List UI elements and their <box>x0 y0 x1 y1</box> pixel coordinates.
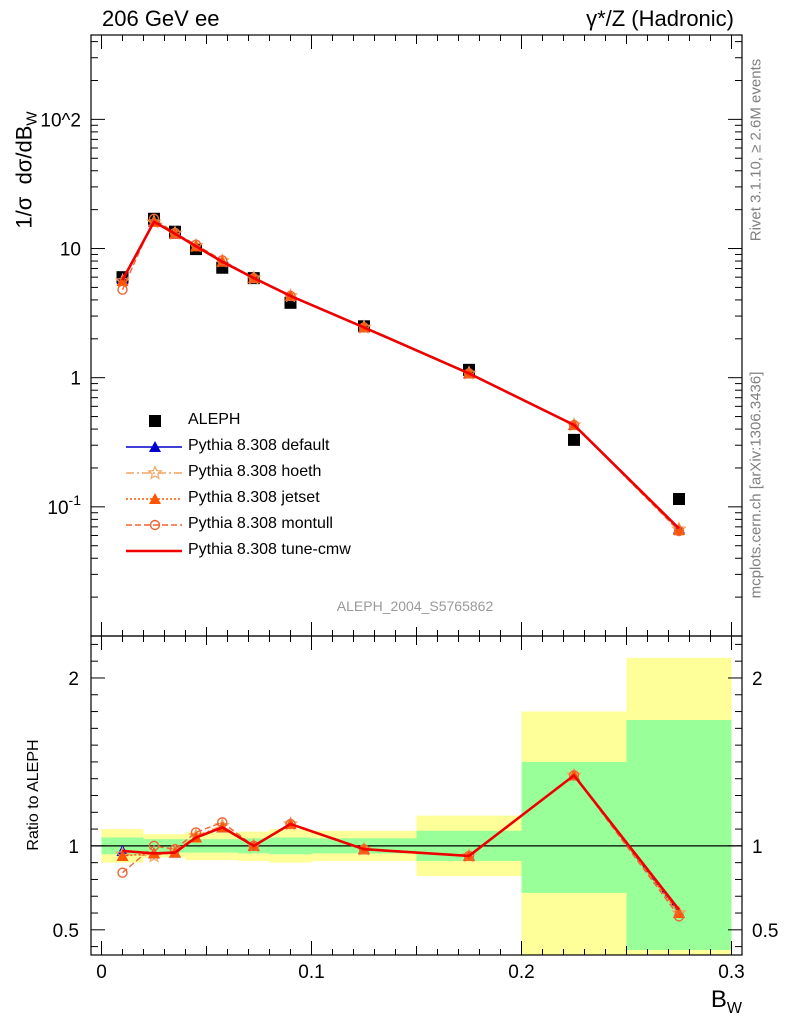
main-marker-montull <box>568 419 580 431</box>
axis-tick-labels: 0 0.1 0.2 0.3 10-1 1 10 10^2 0.5 0.5 1 1 2 2 <box>40 110 778 983</box>
main-line-hoeth <box>121 221 680 530</box>
main-marker-montull <box>117 284 128 295</box>
legend-symbol-jetset <box>149 493 161 504</box>
analysis-id-label: ALEPH_2004_S5765862 <box>336 598 494 614</box>
ratio-y-tick-label: 2 <box>68 669 79 690</box>
ratio-marker-jetset <box>116 849 129 861</box>
ratio-line-tune_cmw <box>122 773 681 911</box>
ratio-series-lines <box>114 767 687 922</box>
legend-symbol-montull <box>149 519 161 531</box>
y-tick-label: 1 <box>70 369 81 390</box>
x-tick-label: 0.3 <box>718 962 744 983</box>
x-axis-label: BW <box>710 986 742 1017</box>
main-marker-montull <box>169 227 181 239</box>
y-tick-label: 10 <box>60 240 81 261</box>
main-marker-montull <box>673 525 685 537</box>
legend-symbol-hoeth <box>147 464 163 480</box>
ratio-marker-montull <box>117 867 128 878</box>
main-line-jetset <box>121 220 680 531</box>
main-marker-montull <box>358 322 370 333</box>
ratio-uncertainty-bands <box>91 657 742 955</box>
legend-label-aleph: ALEPH <box>188 411 241 428</box>
legend-symbol-aleph <box>149 415 161 427</box>
legend-label-tune-cmw: Pythia 8.308 tune-cmw <box>188 541 351 558</box>
legend <box>126 415 182 553</box>
ratio-inner-band-9 <box>521 761 627 893</box>
main-marker-jetset <box>116 275 129 287</box>
y-tick-label: 10-1 <box>47 492 81 519</box>
main-line-montull <box>121 217 680 532</box>
ratio-marker-montull <box>148 840 160 852</box>
main-y-axis-label: 1/σ dσ/dBW <box>11 111 41 229</box>
main-marker-montull <box>285 290 296 302</box>
legend-label-montull: Pythia 8.308 montull <box>188 515 333 532</box>
main-line-tune_cmw <box>121 220 680 530</box>
ratio-y-tick-label: 1 <box>68 837 79 858</box>
legend-label-jetset: Pythia 8.308 jetset <box>188 489 320 506</box>
ratio-marker-montull <box>248 840 259 852</box>
x-tick-label: 0.2 <box>508 962 534 983</box>
x-tick-label: 0 <box>96 962 107 983</box>
main-line-default <box>121 220 680 529</box>
main-marker-montull <box>248 272 259 284</box>
ratio-y-axis-label: Ratio to ALEPH <box>25 739 42 851</box>
main-series-lines <box>114 212 687 537</box>
legend-label-default: Pythia 8.308 default <box>188 437 330 454</box>
legend-symbol-default <box>149 441 161 452</box>
ratio-y-tick-label-right: 1 <box>752 837 763 858</box>
main-marker-jetset <box>673 524 685 536</box>
x-tick-label: 0.1 <box>298 962 324 983</box>
axis-ticks <box>91 35 742 955</box>
ratio-marker-montull <box>285 818 296 830</box>
ratio-y-tick-label: 0.5 <box>53 921 79 942</box>
y-tick-label: 10^2 <box>40 110 81 131</box>
ratio-y-tick-label-right: 0.5 <box>752 921 778 942</box>
mcplots-label: mcplots.cern.ch [arXiv:1306.3436] <box>747 371 765 599</box>
aleph-data-point <box>673 493 685 506</box>
ratio-marker-montull <box>568 770 580 781</box>
header-right-label: γ*/Z (Hadronic) <box>586 6 734 31</box>
ratio-marker-montull <box>673 911 685 922</box>
aleph-data-point <box>568 433 580 446</box>
ratio-y-tick-label-right: 2 <box>752 669 763 690</box>
legend-label-hoeth: Pythia 8.308 hoeth <box>188 463 322 480</box>
rivet-version-label: Rivet 3.1.10, ≥ 2.6M events <box>747 58 765 242</box>
main-marker-montull <box>463 368 475 379</box>
header-left-label: 206 GeV ee <box>102 6 220 31</box>
